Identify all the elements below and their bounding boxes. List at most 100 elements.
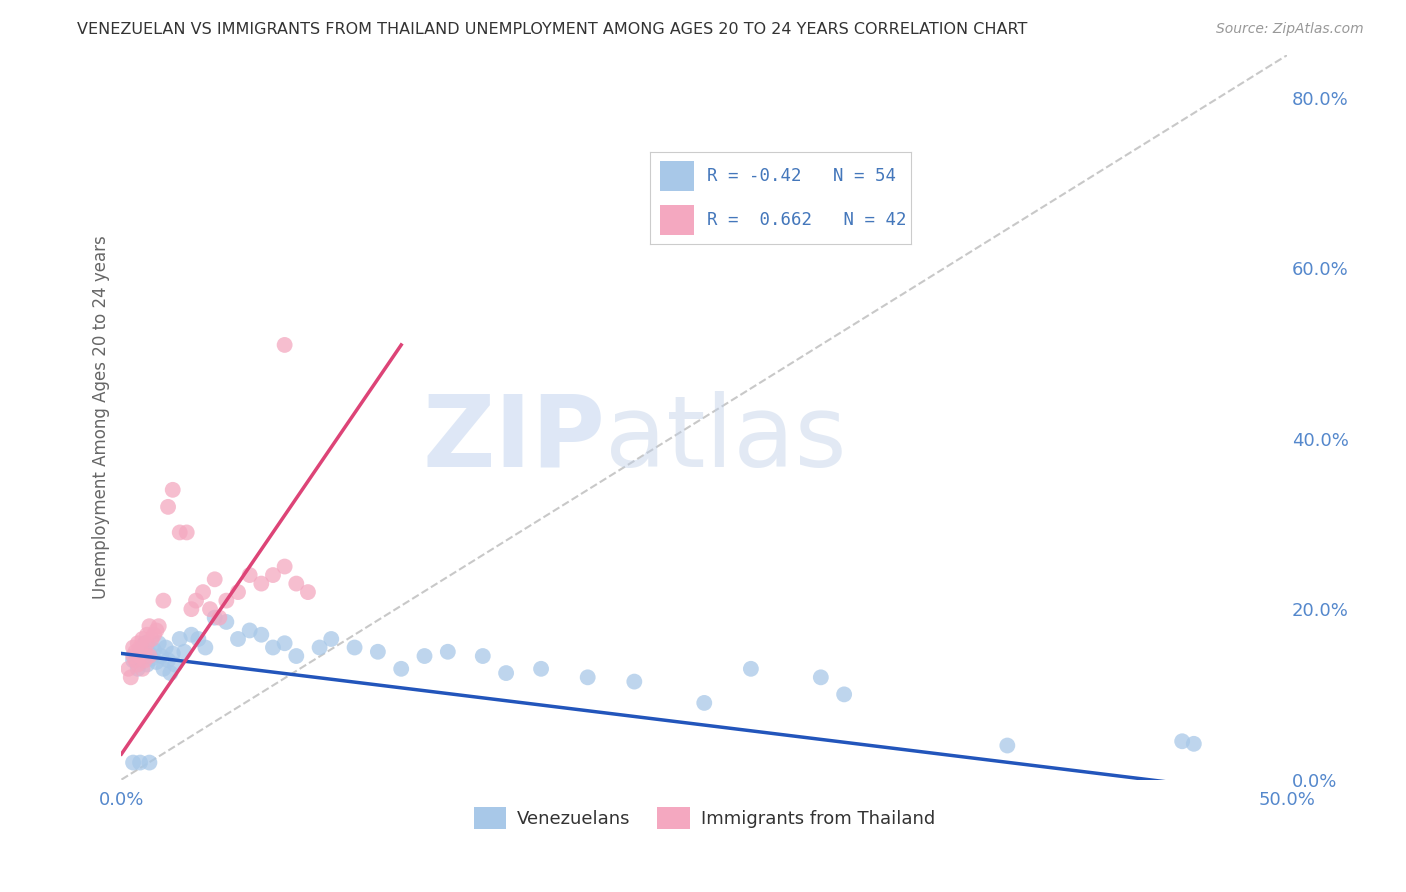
Point [184,593,207,607]
Point [122,640,145,655]
Point [129,640,152,655]
Point [131,640,153,655]
Point [157,653,180,667]
Point [129,756,152,770]
Point [297,585,319,599]
Point [162,647,184,661]
Point [131,662,153,676]
Point [191,585,214,599]
Point [145,655,167,669]
Point [471,648,494,663]
Point [152,593,174,607]
Point [127,662,149,676]
Point [131,632,153,646]
Point [173,645,195,659]
Point [180,602,202,616]
Point [162,483,184,497]
Point [273,636,295,650]
Point [127,636,149,650]
Point [576,670,599,684]
Point [273,338,295,352]
Point [208,610,231,624]
Point [138,647,160,661]
Point [239,568,262,582]
Point [148,619,170,633]
Point [995,739,1018,753]
Y-axis label: Unemployment Among Ages 20 to 24 years: Unemployment Among Ages 20 to 24 years [93,235,110,599]
Point [250,628,273,642]
Point [141,632,163,646]
Point [122,756,145,770]
Point [157,500,180,514]
Point [152,662,174,676]
Point [1171,734,1194,748]
Point [832,687,855,701]
Point [262,568,284,582]
Point [169,632,191,646]
Point [134,636,156,650]
Point [136,657,159,672]
Point [155,640,177,655]
Point [136,636,159,650]
Point [134,653,156,667]
Point [321,632,343,646]
Point [239,624,262,638]
Point [530,662,553,676]
Legend: Venezuelans, Immigrants from Thailand: Venezuelans, Immigrants from Thailand [467,799,942,836]
Point [1182,737,1205,751]
Bar [661,205,695,235]
Point [389,662,412,676]
Point [169,525,191,540]
Point [273,559,295,574]
Point [148,636,170,650]
Point [198,602,221,616]
Point [308,640,330,655]
Text: Source: ZipAtlas.com: Source: ZipAtlas.com [1216,22,1364,37]
Point [120,670,142,684]
Point [204,610,226,624]
Point [285,648,308,663]
Point [437,645,460,659]
Point [343,640,366,655]
Point [122,653,145,667]
Point [138,756,160,770]
Bar [661,161,695,191]
Point [693,696,716,710]
Point [226,632,249,646]
Point [129,648,152,663]
Point [204,572,226,586]
Point [262,640,284,655]
Point [226,585,249,599]
Point [138,648,160,663]
Point [367,645,389,659]
Point [285,576,308,591]
Point [623,674,645,689]
Text: VENEZUELAN VS IMMIGRANTS FROM THAILAND UNEMPLOYMENT AMONG AGES 20 TO 24 YEARS CO: VENEZUELAN VS IMMIGRANTS FROM THAILAND U… [77,22,1028,37]
Point [141,651,163,665]
Point [159,666,181,681]
Point [134,645,156,659]
Point [413,648,436,663]
Point [143,643,166,657]
Text: R = -0.42   N = 54: R = -0.42 N = 54 [707,167,896,185]
Point [129,645,152,659]
Point [810,670,832,684]
Point [150,648,173,663]
Point [134,648,156,663]
Point [127,657,149,672]
Point [122,648,145,663]
Point [495,666,517,681]
Point [117,662,139,676]
Point [187,632,209,646]
Point [250,576,273,591]
Point [124,645,146,659]
Point [136,628,159,642]
Point [145,624,167,638]
Point [180,628,202,642]
Point [124,653,146,667]
Point [176,525,198,540]
Point [165,657,187,672]
Point [740,662,762,676]
Point [194,640,217,655]
Text: ZIP: ZIP [422,391,605,488]
